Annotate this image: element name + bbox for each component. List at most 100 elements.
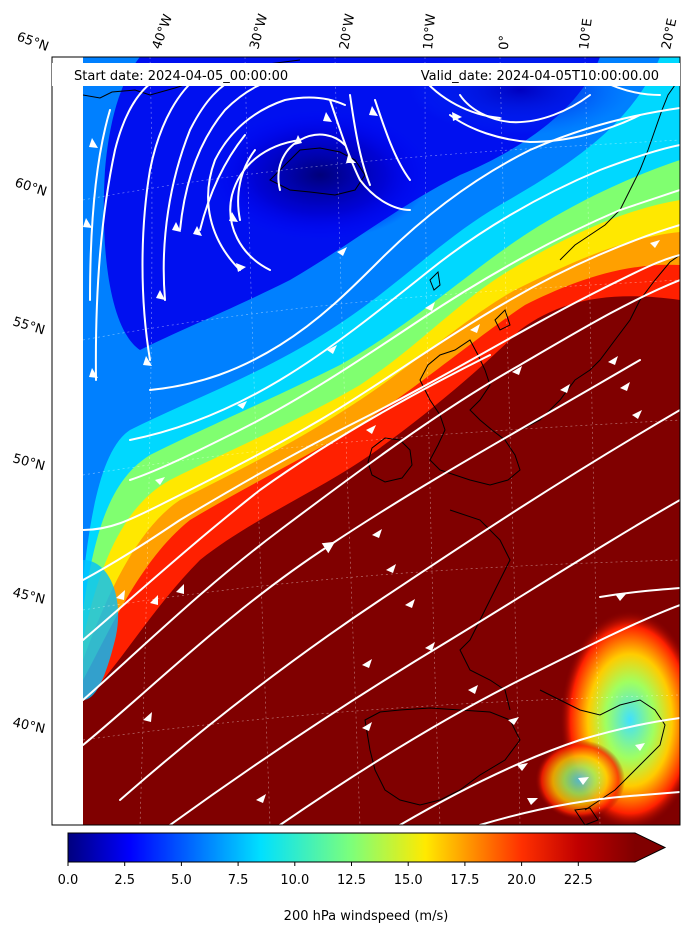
streamline xyxy=(207,96,346,271)
italy-coast xyxy=(539,689,666,811)
streamline xyxy=(279,604,680,825)
streamline-arrow xyxy=(176,584,184,594)
streamline-arrow xyxy=(193,226,202,236)
streamline xyxy=(449,114,641,144)
lat-label-40n: 40°N xyxy=(11,715,46,737)
streamline-arrow xyxy=(452,112,462,121)
lon-label-20w: 20°W xyxy=(337,13,358,51)
streamline-arrow xyxy=(236,263,246,272)
lat-label-55n: 55°N xyxy=(11,314,47,338)
streamline-arrow xyxy=(386,564,396,573)
header-band xyxy=(52,63,680,86)
streamline xyxy=(83,359,641,746)
streamline-arrow xyxy=(143,712,152,722)
streamline-arrow xyxy=(323,112,332,122)
streamline xyxy=(399,717,680,825)
streamline-arrow xyxy=(512,366,522,375)
streamlines xyxy=(83,74,680,825)
streamline-arrow xyxy=(620,382,630,391)
streamline xyxy=(129,189,680,481)
colorbar-gradient xyxy=(68,833,635,862)
streamline xyxy=(83,254,680,581)
streamline-arrow xyxy=(468,685,478,694)
colorbar-tick-label: 7.5 xyxy=(228,873,249,888)
streamline-arrow xyxy=(615,594,626,601)
colorbar-tick-label: 0.0 xyxy=(58,873,79,888)
streamline xyxy=(349,94,371,186)
streamline-arrow xyxy=(83,218,92,228)
colorbar-extend-arrow xyxy=(635,833,665,862)
streamline xyxy=(229,139,301,271)
norway-coast xyxy=(559,84,676,261)
streamline-arrow xyxy=(337,247,347,256)
sardinia-coast xyxy=(574,807,599,825)
great-britain-coast xyxy=(419,339,521,486)
streamline-arrow xyxy=(425,642,435,651)
streamline xyxy=(129,144,680,441)
latitude-labels: 65°N 60°N 55°N 50°N 45°N 40°N xyxy=(11,30,51,738)
streamline xyxy=(599,587,680,598)
meridian-40w xyxy=(139,57,153,825)
streamline-arrow xyxy=(517,763,528,771)
coastlines xyxy=(83,59,680,825)
streamline-arrows xyxy=(83,106,660,805)
parallel-40n xyxy=(83,694,680,741)
streamline xyxy=(237,149,256,221)
map-axes-frame xyxy=(51,56,681,826)
streamline-arrow xyxy=(155,477,165,485)
streamline-arrow xyxy=(294,135,302,145)
lon-label-40w: 40°W xyxy=(150,12,176,51)
lat-label-60n: 60°N xyxy=(13,176,49,200)
low-pressure-core xyxy=(210,110,430,240)
streamline-arrow xyxy=(425,302,435,311)
streamline-arrow xyxy=(632,410,642,419)
streamline xyxy=(169,499,680,825)
streamline xyxy=(83,354,491,641)
western-cyan-patch xyxy=(83,560,119,700)
streamline xyxy=(141,74,201,361)
streamline-arrow xyxy=(372,529,382,538)
streamline-arrow xyxy=(608,356,618,365)
streamline-arrow xyxy=(508,717,519,725)
streamline xyxy=(374,99,411,181)
colorbar-tick-label: 17.5 xyxy=(450,873,479,888)
streamline xyxy=(162,74,241,301)
streamline xyxy=(459,94,591,124)
shetland-coast xyxy=(494,309,511,331)
lon-label-30w: 30°W xyxy=(247,12,271,51)
colorbar-tick-label: 22.5 xyxy=(564,873,593,888)
colorbar-tick-label: 15.0 xyxy=(394,873,423,888)
colorbar-tick-label: 2.5 xyxy=(114,873,135,888)
lat-label-45n: 45°N xyxy=(11,585,46,607)
streamline-arrow xyxy=(256,794,266,803)
streamline-arrow xyxy=(237,401,247,409)
streamline-arrow xyxy=(346,155,356,163)
meridian-10e xyxy=(584,57,601,825)
streamline-arrow xyxy=(327,345,337,354)
meridian-0 xyxy=(499,57,521,825)
streamline-arrow xyxy=(650,240,660,248)
streamline-arrow xyxy=(635,743,645,751)
lon-label-10w: 10°W xyxy=(421,13,439,50)
streamline xyxy=(119,409,680,801)
windspeed-field xyxy=(83,57,680,825)
colorbar-tick-label: 10.0 xyxy=(280,873,309,888)
streamline xyxy=(83,224,680,531)
streamline-arrow xyxy=(172,222,181,232)
streamline-arrow xyxy=(527,798,538,805)
streamline-arrow xyxy=(470,324,480,333)
longitude-labels: 40°W 30°W 20°W 10°W 0° 10°E 20°E xyxy=(150,12,681,51)
colorbar: 0.0 2.5 5.0 7.5 10.0 12.5 15.0 17.5 20.0 22.5 200… xyxy=(58,832,667,924)
ireland-coast xyxy=(367,437,413,483)
streamline-arrow xyxy=(366,425,376,434)
streamline-arrow xyxy=(89,138,98,148)
colorbar-tick-label: 12.5 xyxy=(337,873,366,888)
iberia-coast xyxy=(364,707,521,806)
lat-label-50n: 50°N xyxy=(11,451,47,474)
streamline xyxy=(199,134,246,231)
colorbar-outline xyxy=(67,832,667,863)
streamline xyxy=(89,109,111,301)
colorbar-ticks: 0.0 2.5 5.0 7.5 10.0 12.5 15.0 17.5 20.0 22.5 xyxy=(58,862,593,888)
lon-label-10e: 10°E xyxy=(577,18,596,51)
